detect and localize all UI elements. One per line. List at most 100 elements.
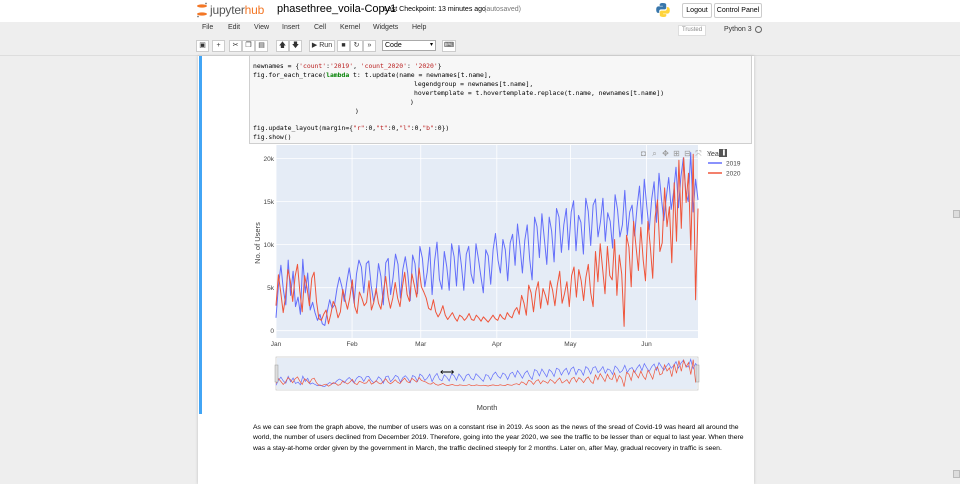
legend-label-2019[interactable]: 2019 bbox=[726, 161, 741, 168]
menu-bar: File Edit View Insert Cell Kernel Widget… bbox=[196, 22, 766, 36]
code-line: fig.for_each_trace(lambda t: t.update(na… bbox=[253, 71, 492, 79]
x-axis-label: Month bbox=[477, 403, 498, 412]
chevron-down-icon: ▾ bbox=[429, 42, 433, 48]
code-line: newnames = {'count':'2019', 'count_2020'… bbox=[253, 62, 442, 70]
menu-cell[interactable]: Cell bbox=[314, 24, 327, 31]
x-tick-label: Feb bbox=[346, 341, 358, 348]
range-slider-line-2019 bbox=[275, 358, 699, 387]
y-tick-label: 20k bbox=[264, 156, 275, 163]
arrow-down-icon: 🡇 bbox=[291, 42, 300, 49]
copy-icon: ❐ bbox=[245, 42, 252, 49]
series-line-2020 bbox=[275, 153, 699, 327]
autoscale-icon[interactable]: ⤧ bbox=[695, 149, 702, 158]
pan-icon[interactable]: ✥ bbox=[662, 149, 669, 158]
cell-type-select[interactable]: Code ▾ bbox=[382, 40, 436, 51]
notebook-toolbar: ▣ + ✂ ❐ ▤ 🡅 🡇 ▶ Run ■ ↻ » ⌨ bbox=[196, 38, 766, 54]
series-line-2019 bbox=[275, 152, 699, 326]
run-button[interactable]: ▶ Run bbox=[309, 40, 335, 52]
y-axis-label: No. of Users bbox=[253, 222, 262, 264]
code-line: ) bbox=[355, 107, 359, 115]
save-button[interactable]: ▣ bbox=[196, 40, 209, 52]
y-axis-ticks: 0 5k 10k 15k 20k bbox=[264, 156, 275, 335]
trusted-indicator[interactable]: Trusted bbox=[678, 25, 706, 36]
x-axis-ticks: Jan Feb Mar Apr May Jun bbox=[271, 341, 652, 348]
menu-view[interactable]: View bbox=[254, 24, 270, 31]
plotly-logo-icon[interactable]: ▐ bbox=[719, 149, 727, 157]
plot-background bbox=[276, 145, 698, 338]
legend: 2019 2020 bbox=[708, 161, 741, 178]
jupyterhub-logo[interactable]: jupyterhub bbox=[196, 2, 264, 18]
move-down-button[interactable]: 🡇 bbox=[289, 40, 302, 52]
legend-label-2020[interactable]: 2020 bbox=[726, 171, 741, 178]
resize-cursor-icon: ⟷ bbox=[440, 367, 455, 378]
code-line: fig.update_layout(margin={"r":0,"t":0,"l… bbox=[253, 124, 450, 132]
header-separator bbox=[0, 55, 960, 56]
run-icon: ▶ bbox=[311, 42, 318, 49]
selected-cell-indicator bbox=[199, 56, 202, 414]
x-tick-label: Apr bbox=[492, 341, 503, 348]
fast-forward-icon: » bbox=[367, 42, 372, 49]
code-line: hovertemplate = t.hovertemplate.replace(… bbox=[414, 89, 665, 97]
zoom-icon[interactable]: ⌕ bbox=[652, 149, 657, 158]
plotly-modebar: ◘ ⌕ ✥ ⊞ ⊟ ⤧ ⌂ ▐ bbox=[638, 149, 727, 158]
x-tick-label: May bbox=[564, 341, 577, 348]
paste-button[interactable]: ▤ bbox=[255, 40, 268, 52]
menu-widgets[interactable]: Widgets bbox=[373, 24, 399, 31]
menu-help[interactable]: Help bbox=[412, 24, 427, 31]
y-grid bbox=[275, 145, 698, 338]
notebook-name[interactable]: phasethree_voila-Copy1 bbox=[277, 3, 397, 15]
plotly-chart[interactable]: 0 5k 10k 15k 20k Jan Feb Mar Apr May Jun No. of U… bbox=[252, 145, 752, 415]
x-tick-label: Jun bbox=[641, 341, 652, 348]
control-panel-button[interactable]: Control Panel bbox=[714, 3, 762, 18]
x-tick-label: Mar bbox=[415, 341, 427, 348]
menu-insert[interactable]: Insert bbox=[282, 24, 300, 31]
jupyter-logo-icon bbox=[197, 2, 207, 18]
menu-file[interactable]: File bbox=[202, 24, 214, 31]
header-bar: jupyterhub phasethree_voila-Copy1 Last C… bbox=[0, 0, 960, 22]
interrupt-button[interactable]: ■ bbox=[337, 40, 350, 52]
range-slider-handle-left[interactable] bbox=[274, 364, 279, 383]
reset-axes-icon[interactable]: ⌂ bbox=[707, 149, 712, 158]
cut-icon: ✂ bbox=[232, 42, 239, 49]
run-label: Run bbox=[319, 42, 333, 49]
restart-run-all-button[interactable]: » bbox=[363, 40, 376, 52]
restart-button[interactable]: ↻ bbox=[350, 40, 363, 52]
arrow-up-icon: 🡅 bbox=[278, 42, 287, 49]
camera-icon[interactable]: ◘ bbox=[641, 149, 646, 158]
kernel-idle-icon bbox=[755, 26, 762, 33]
scrollbar-handle-icon[interactable] bbox=[953, 210, 960, 218]
range-slider-line-2020 bbox=[275, 358, 699, 387]
zoom-in-icon[interactable]: ⊞ bbox=[673, 149, 680, 158]
command-palette-button[interactable]: ⌨ bbox=[442, 40, 456, 52]
legend-title: Year bbox=[707, 151, 722, 158]
code-cell-input[interactable]: newnames = {'count':'2019', 'count_2020'… bbox=[249, 56, 752, 144]
move-up-button[interactable]: 🡅 bbox=[276, 40, 289, 52]
kernel-name: Python 3 bbox=[724, 26, 752, 33]
legend-box bbox=[702, 154, 750, 182]
logo-text: jupyterhub bbox=[210, 3, 265, 17]
menu-edit[interactable]: Edit bbox=[228, 24, 241, 31]
insert-cell-button[interactable]: + bbox=[212, 40, 225, 52]
logout-button[interactable]: Logout bbox=[682, 3, 712, 18]
autosave-status: (autosaved) bbox=[484, 6, 521, 13]
range-slider-series-group bbox=[275, 358, 699, 387]
restart-icon: ↻ bbox=[353, 42, 360, 49]
zoom-out-icon[interactable]: ⊟ bbox=[684, 149, 691, 158]
main-series-group bbox=[275, 152, 699, 327]
x-tick-label: Jan bbox=[271, 341, 282, 348]
checkpoint-status: Last Checkpoint: 13 minutes ago bbox=[384, 6, 486, 13]
menu-kernel[interactable]: Kernel bbox=[340, 24, 361, 31]
plus-icon: + bbox=[216, 42, 221, 49]
stop-icon: ■ bbox=[341, 42, 346, 49]
copy-button[interactable]: ❐ bbox=[242, 40, 255, 52]
y-tick-label: 10k bbox=[264, 242, 275, 249]
code-line: fig.show() bbox=[253, 133, 292, 141]
code-line: legendgroup = newnames[t.name], bbox=[414, 80, 534, 88]
range-slider-handle-right[interactable] bbox=[695, 364, 700, 383]
scrollbar-handle-icon[interactable] bbox=[953, 470, 960, 478]
y-tick-label: 0 bbox=[270, 328, 274, 335]
y-tick-label: 15k bbox=[264, 199, 275, 206]
cut-button[interactable]: ✂ bbox=[229, 40, 242, 52]
y-tick-label: 5k bbox=[267, 285, 275, 292]
markdown-paragraph: As we can see from the graph above, the … bbox=[253, 424, 744, 452]
